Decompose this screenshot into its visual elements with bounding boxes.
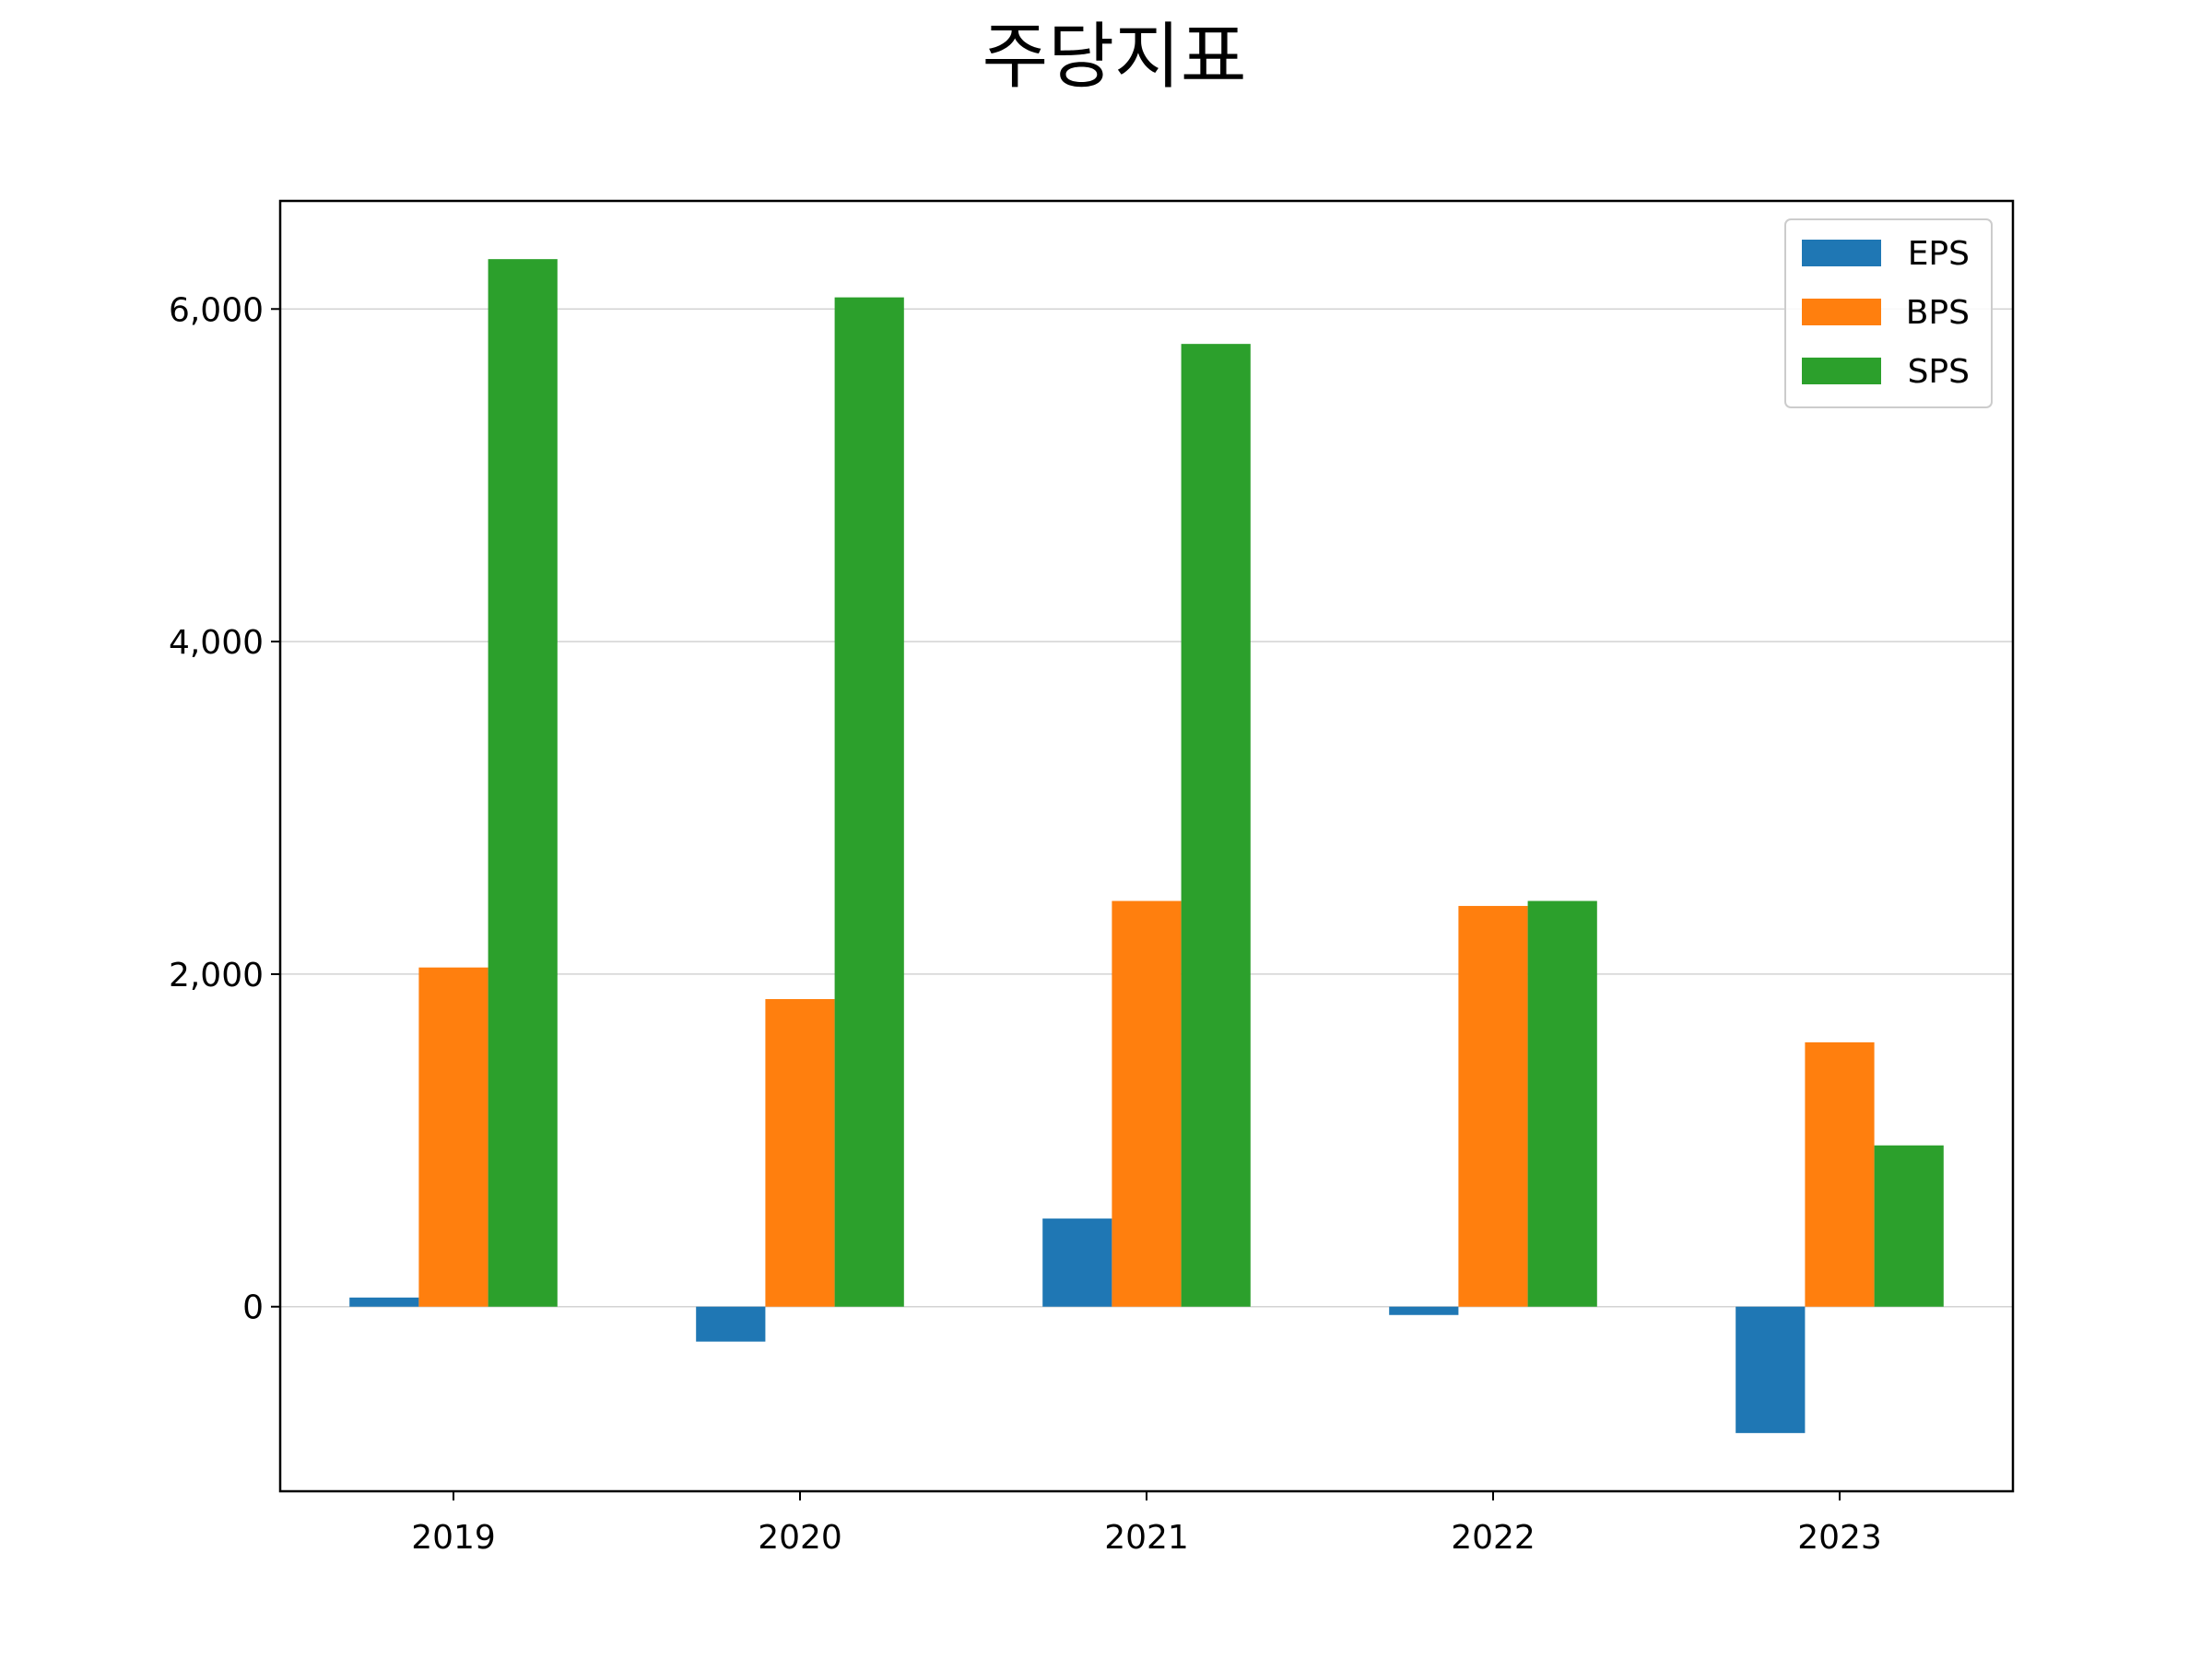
legend-label-bps: BPS [1906,294,1970,332]
legend-label-sps: SPS [1908,353,1970,391]
chart-title: 주당지표 [982,16,1246,99]
bar-sps-2023 [1874,1145,1944,1307]
x-tick-label-2022: 2022 [1451,1519,1535,1557]
bar-eps-2023 [1735,1306,1806,1433]
legend-label-eps: EPS [1908,235,1970,273]
gridlines [280,308,2013,1308]
legend-swatch-sps [1802,358,1881,384]
bar-bps-2021 [1112,900,1182,1307]
bar-bps-2023 [1805,1041,1875,1307]
bar-eps-2019 [349,1297,419,1307]
y-axis: 0 2,000 4,000 6,000 [169,291,280,1327]
bar-sps-2022 [1527,900,1597,1307]
y-tick-label-4000: 4,000 [169,624,264,662]
bar-bps-2022 [1458,905,1528,1307]
bar-bps-2020 [765,998,835,1307]
bar-sps-2020 [834,297,904,1307]
bar-eps-2021 [1042,1218,1112,1307]
legend-swatch-bps [1802,299,1881,325]
bars [349,259,1944,1433]
bar-bps-2019 [418,967,488,1307]
x-axis: 2019 2020 2021 2022 2023 [411,1491,1882,1557]
legend-swatch-eps [1802,240,1881,266]
y-tick-label-2000: 2,000 [169,957,264,994]
x-tick-label-2020: 2020 [758,1519,842,1557]
bar-eps-2022 [1389,1306,1459,1315]
y-tick-label-6000: 6,000 [169,291,264,329]
legend: EPS BPS SPS [1784,218,1993,408]
bar-eps-2020 [696,1306,766,1342]
x-tick-label-2023: 2023 [1797,1519,1882,1557]
bar-sps-2021 [1181,344,1251,1307]
x-tick-label-2021: 2021 [1104,1519,1189,1557]
y-tick-label-0: 0 [242,1289,264,1327]
bar-sps-2019 [488,259,558,1307]
x-tick-label-2019: 2019 [411,1519,496,1557]
